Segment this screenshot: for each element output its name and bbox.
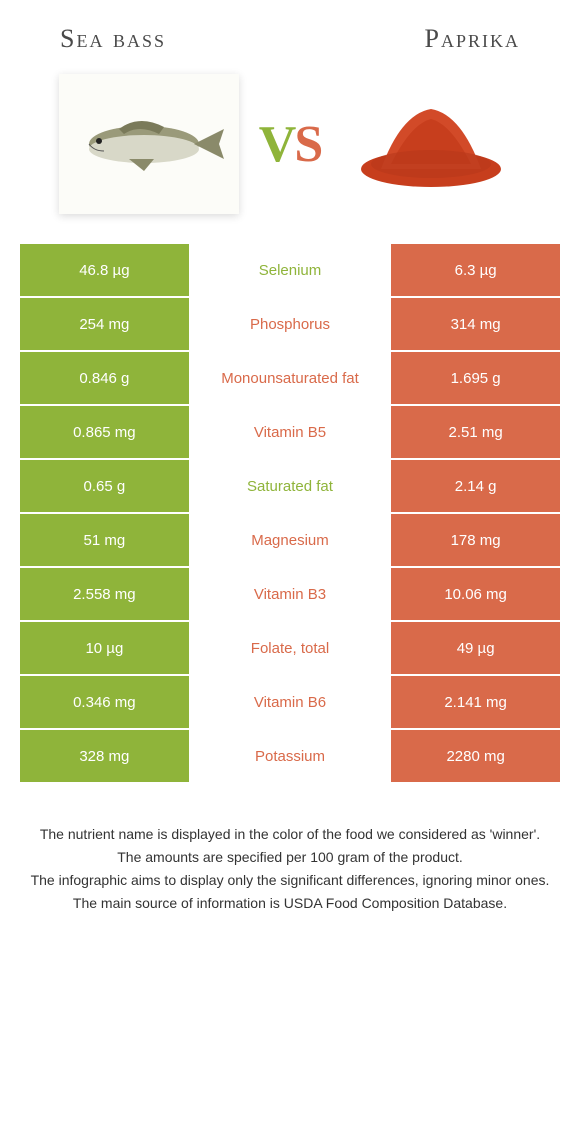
left-value: 0.65 g (20, 460, 189, 512)
nutrient-label: Monounsaturated fat (189, 352, 392, 404)
footer-line: The nutrient name is displayed in the co… (30, 824, 550, 845)
footer-line: The amounts are specified per 100 gram o… (30, 847, 550, 868)
table-row: 2.558 mgVitamin B310.06 mg (20, 568, 560, 620)
nutrient-label: Potassium (189, 730, 392, 782)
left-value: 2.558 mg (20, 568, 189, 620)
left-food-image (59, 74, 239, 214)
table-row: 10 µgFolate, total49 µg (20, 622, 560, 674)
right-value: 1.695 g (391, 352, 560, 404)
right-value: 2280 mg (391, 730, 560, 782)
images-row: VS (0, 64, 580, 244)
nutrient-label: Selenium (189, 244, 392, 296)
table-row: 0.346 mgVitamin B62.141 mg (20, 676, 560, 728)
vs-v: V (259, 116, 295, 173)
nutrient-label: Magnesium (189, 514, 392, 566)
table-row: 51 mgMagnesium178 mg (20, 514, 560, 566)
footer-line: The infographic aims to display only the… (30, 870, 550, 891)
nutrient-label: Vitamin B5 (189, 406, 392, 458)
nutrient-label: Folate, total (189, 622, 392, 674)
right-value: 2.51 mg (391, 406, 560, 458)
right-value: 314 mg (391, 298, 560, 350)
left-value: 51 mg (20, 514, 189, 566)
right-value: 49 µg (391, 622, 560, 674)
right-food-title: Paprika (425, 24, 520, 54)
footer-notes: The nutrient name is displayed in the co… (0, 784, 580, 936)
nutrient-table: 46.8 µgSelenium6.3 µg254 mgPhosphorus314… (0, 244, 580, 782)
right-value: 2.141 mg (391, 676, 560, 728)
right-food-image (341, 74, 521, 214)
left-value: 0.865 mg (20, 406, 189, 458)
left-food-title: Sea bass (60, 24, 166, 54)
nutrient-label: Saturated fat (189, 460, 392, 512)
right-value: 10.06 mg (391, 568, 560, 620)
nutrient-label: Vitamin B3 (189, 568, 392, 620)
right-value: 2.14 g (391, 460, 560, 512)
table-row: 0.846 gMonounsaturated fat1.695 g (20, 352, 560, 404)
vs-s: S (294, 116, 321, 173)
left-value: 254 mg (20, 298, 189, 350)
vs-label: VS (259, 115, 321, 174)
right-value: 178 mg (391, 514, 560, 566)
header-row: Sea bass Paprika (0, 0, 580, 64)
left-value: 46.8 µg (20, 244, 189, 296)
left-value: 10 µg (20, 622, 189, 674)
nutrient-label: Vitamin B6 (189, 676, 392, 728)
nutrient-label: Phosphorus (189, 298, 392, 350)
table-row: 328 mgPotassium2280 mg (20, 730, 560, 782)
paprika-icon (351, 94, 511, 194)
fish-icon (69, 109, 229, 179)
table-row: 0.65 gSaturated fat2.14 g (20, 460, 560, 512)
table-row: 0.865 mgVitamin B52.51 mg (20, 406, 560, 458)
footer-line: The main source of information is USDA F… (30, 893, 550, 914)
left-value: 0.846 g (20, 352, 189, 404)
left-value: 328 mg (20, 730, 189, 782)
table-row: 46.8 µgSelenium6.3 µg (20, 244, 560, 296)
right-value: 6.3 µg (391, 244, 560, 296)
table-row: 254 mgPhosphorus314 mg (20, 298, 560, 350)
left-value: 0.346 mg (20, 676, 189, 728)
